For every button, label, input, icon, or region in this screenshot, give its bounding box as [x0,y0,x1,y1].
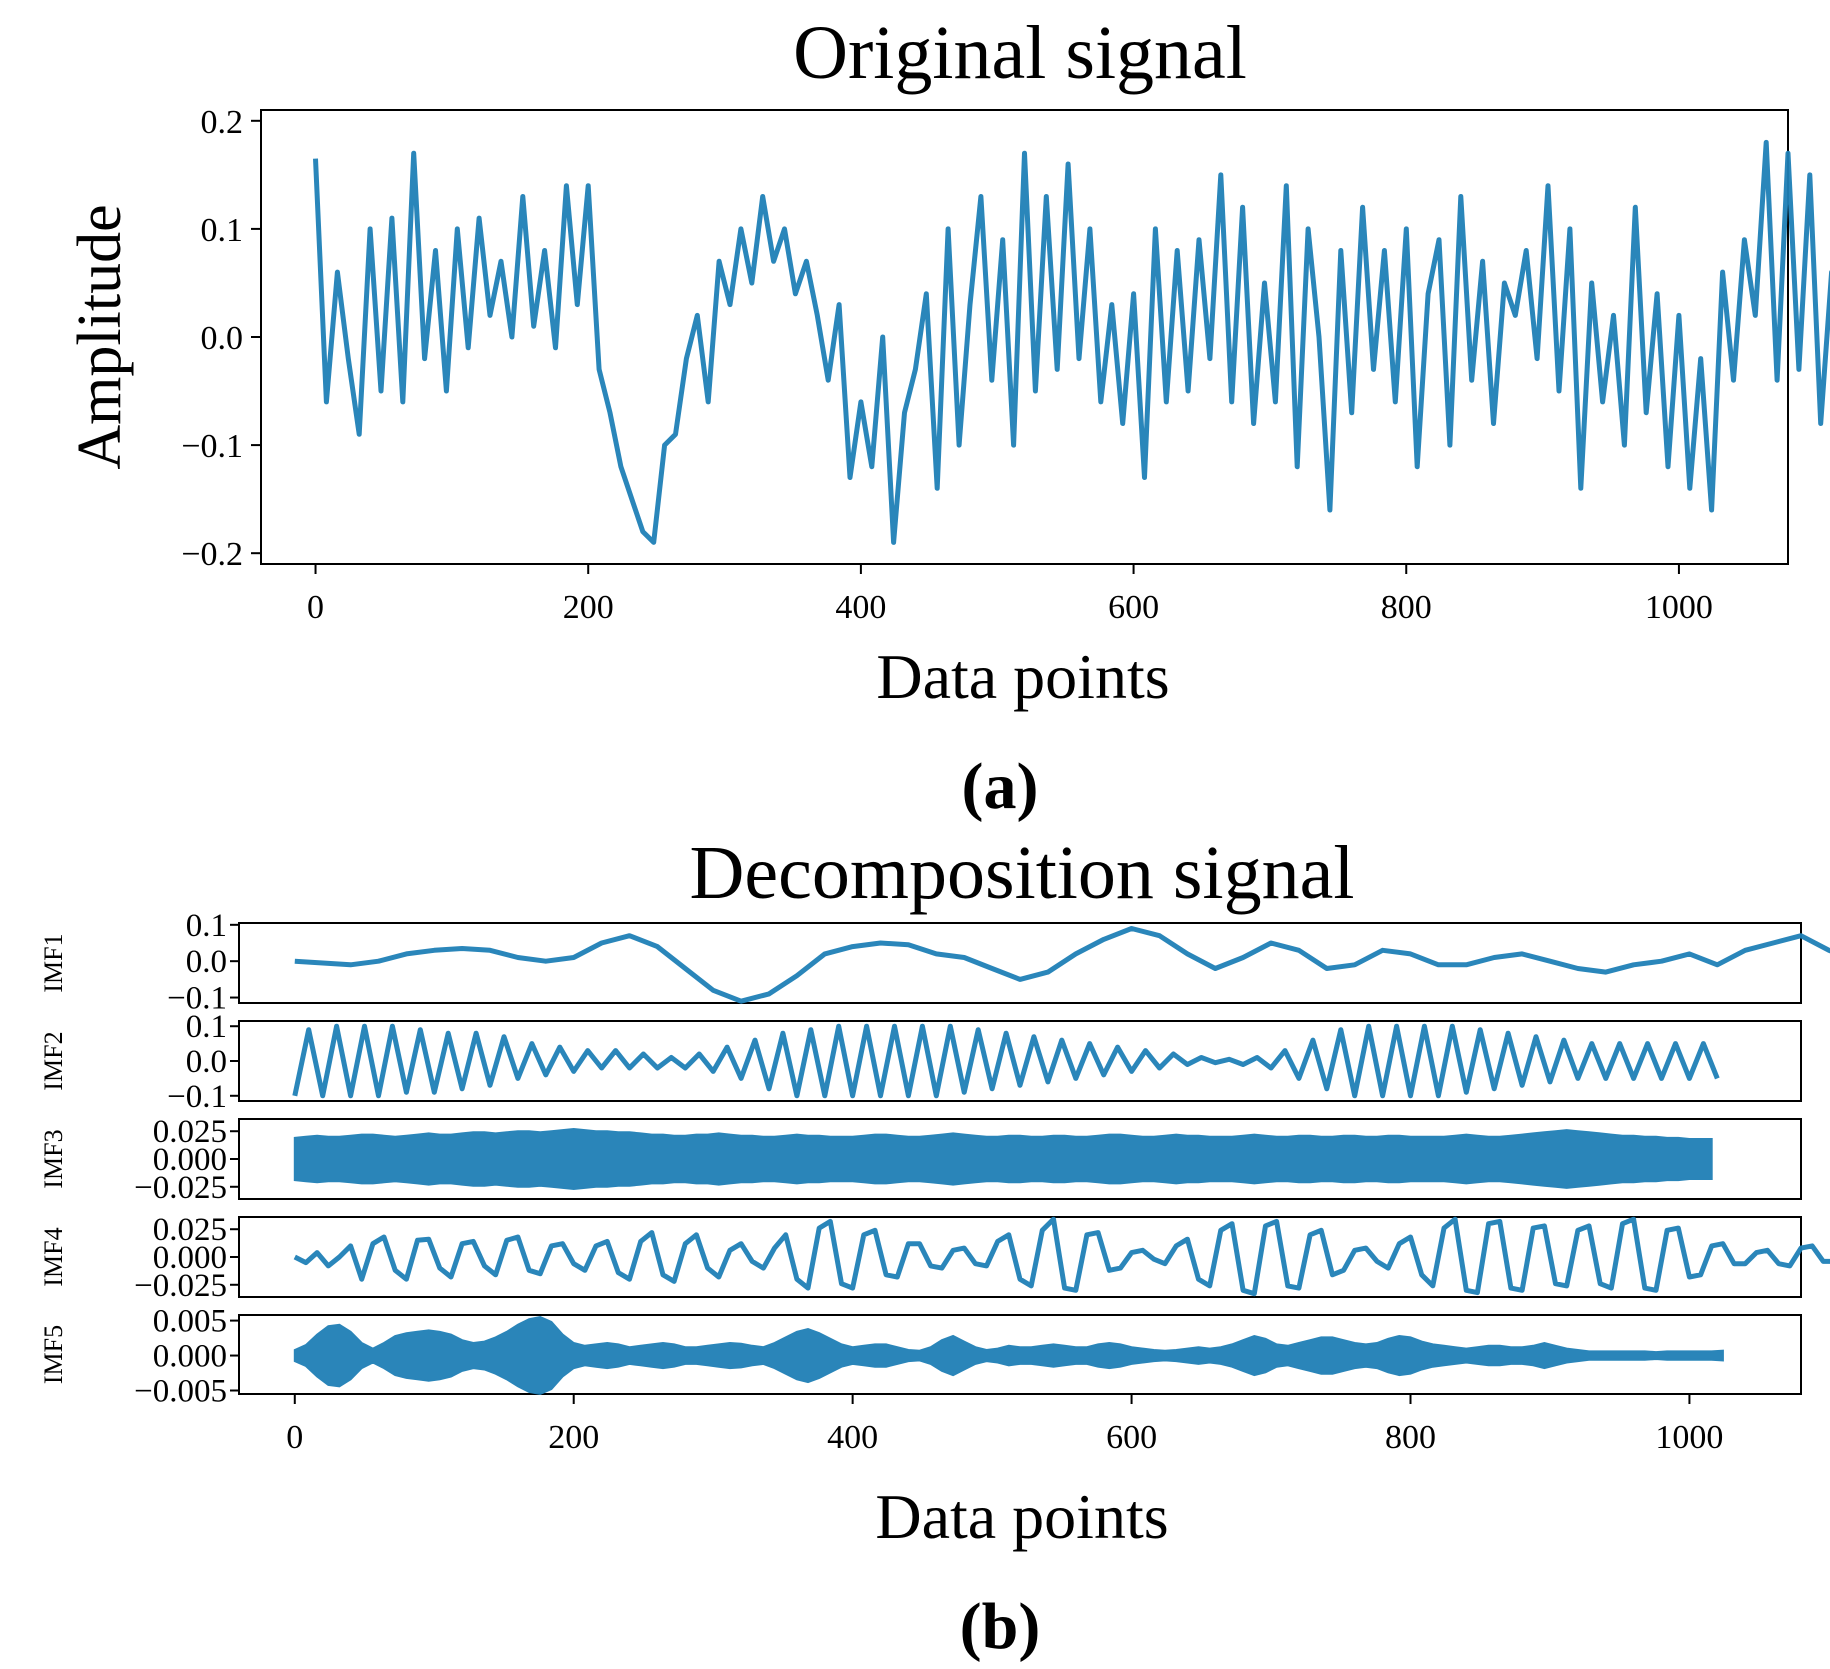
y-tick-label: 0.0 [201,320,244,357]
x-tick-label: 200 [563,589,614,626]
imf-label: IMF3 [39,1129,68,1188]
imf-label: IMF1 [39,933,68,992]
imf-band [293,1316,1724,1396]
imf-panel-2: −0.10.00.1 IMF2 [39,1009,1802,1115]
imf-label: IMF4 [39,1227,68,1286]
x-tick-label: 0 [286,1419,303,1456]
y-tick-label: 0.1 [201,212,244,249]
decomposition-signal-chart: Decomposition signal −0.10.00.1IMF1−0.10… [39,831,1830,1663]
data-series [313,139,1830,545]
y-tick-label: 0.0 [186,1044,227,1080]
imf-line [294,926,1830,1004]
x-axis-label: Data points [875,1481,1168,1552]
x-axis-label: Data points [876,641,1169,712]
y-tick-label: −0.025 [134,1170,227,1206]
y-tick-label: 0.1 [186,1009,227,1045]
y-tick-label: 0.000 [153,1240,227,1276]
plot-frame [238,922,1802,1004]
x-tick-label: 800 [1385,1419,1436,1456]
chart-title: Decomposition signal [690,831,1355,915]
x-tick-label: 400 [827,1419,878,1456]
y-tick-label: −0.1 [167,981,227,1017]
y-tick-label: 0.2 [201,104,244,141]
original-signal-chart: Original signal −0.2 −0.1 0.0 0.1 0.2 0 200 40… [66,11,1830,823]
imf-band [293,1127,1713,1191]
imf-panel-1: −0.10.00.1 IMF1 [39,908,1830,1017]
x-axis-ticks: 0 200 400 600 800 1000 [286,1394,1723,1456]
imf-line [293,1216,1830,1297]
panel-label: (b) [960,1590,1041,1663]
x-tick-label: 0 [307,589,324,626]
x-tick-label: 1000 [1655,1419,1723,1456]
y-axis-ticks: −0.2 −0.1 0.0 0.1 0.2 [181,104,261,573]
y-tick-label: −0.005 [134,1374,227,1410]
x-tick-label: 800 [1381,589,1432,626]
chart-title: Original signal [793,11,1247,95]
y-tick-label: −0.2 [181,536,243,573]
imf-panels: −0.10.00.1IMF1−0.10.00.1IMF2−0.0250.0000… [39,908,1830,1410]
x-tick-label: 1000 [1645,589,1713,626]
y-tick-label: 0.000 [153,1339,227,1375]
panel-label: (a) [962,750,1039,823]
imf-label: IMF5 [39,1325,68,1384]
x-tick-label: 200 [548,1419,599,1456]
signal-line [313,139,1830,545]
y-tick-label: −0.1 [167,1079,227,1115]
y-tick-label: −0.1 [181,428,243,465]
y-axis-label: Amplitude [66,204,134,469]
y-tick-label: −0.025 [134,1268,227,1304]
plot-frame [238,1020,1802,1102]
plot-frame [238,1314,1802,1395]
y-tick-label: 0.000 [153,1142,227,1178]
imf-line [292,1023,1720,1099]
x-tick-label: 400 [835,589,886,626]
y-tick-label: 0.005 [153,1304,227,1340]
y-tick-label: 0.025 [153,1212,227,1248]
x-tick-label: 600 [1106,1419,1157,1456]
y-tick-label: 0.025 [153,1114,227,1150]
x-axis-ticks: 0 200 400 600 800 1000 [307,564,1713,626]
imf-label: IMF2 [39,1031,68,1090]
x-tick-label: 600 [1108,589,1159,626]
y-tick-label: 0.1 [186,908,227,944]
y-tick-label: 0.0 [186,944,227,980]
